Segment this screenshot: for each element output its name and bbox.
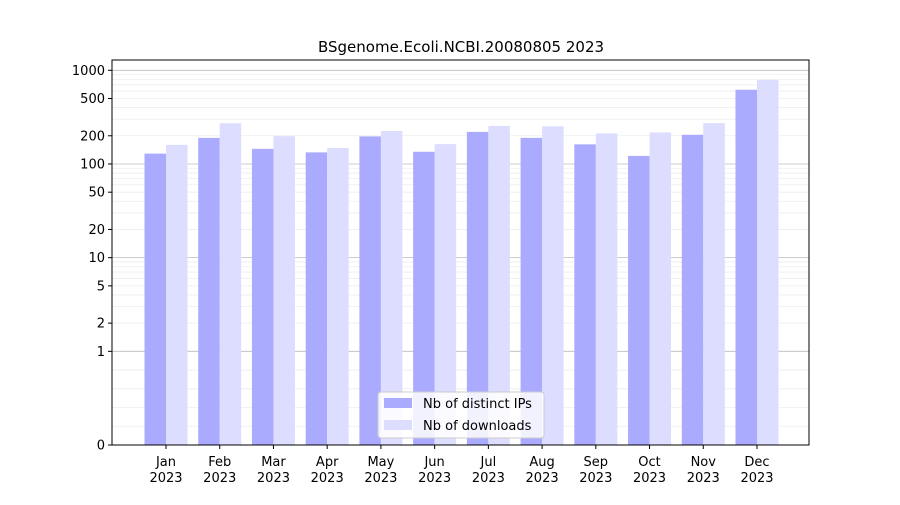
x-tick-label-year: 2023: [526, 471, 559, 486]
legend-swatch-distinct-ips: [384, 398, 412, 408]
bar-distinct-ips: [574, 144, 596, 446]
bar-downloads: [488, 125, 510, 445]
x-tick-label-year: 2023: [203, 471, 236, 486]
y-tick-label: 5: [97, 279, 105, 294]
x-tick-label-year: 2023: [149, 471, 182, 486]
x-tick-label-year: 2023: [418, 471, 451, 486]
x-tick-label-year: 2023: [311, 471, 344, 486]
bar-distinct-ips: [251, 148, 274, 445]
chart-title: BSgenome.Ecoli.NCBI.20080805 2023: [318, 38, 604, 56]
x-tick-label-month: May: [367, 455, 394, 470]
x-axis: Jan2023Feb2023Mar2023Apr2023May2023Jun20…: [149, 445, 774, 486]
bar-downloads: [327, 148, 349, 446]
x-tick-label-year: 2023: [740, 471, 773, 486]
bar-downloads: [219, 123, 242, 445]
bar-distinct-ips: [681, 134, 704, 445]
x-tick-label-month: Jul: [480, 455, 497, 470]
bar-downloads: [166, 144, 188, 446]
bar-downloads: [703, 123, 725, 445]
bar-downloads: [380, 130, 403, 445]
y-tick-label: 200: [80, 129, 105, 144]
bar-downloads: [595, 133, 618, 445]
legend-swatch-downloads: [384, 420, 412, 430]
plot-frame: [111, 59, 810, 446]
bar-distinct-ips: [466, 131, 489, 445]
y-tick-label: 0: [97, 439, 105, 454]
x-tick-label-month: Jun: [423, 455, 444, 470]
x-tick-label-month: Oct: [638, 455, 660, 470]
x-tick-label-year: 2023: [579, 471, 612, 486]
x-tick-label-month: Sep: [584, 455, 609, 470]
y-tick-label: 1: [97, 345, 105, 360]
x-tick-label-year: 2023: [472, 471, 505, 486]
bar-downloads: [649, 132, 672, 446]
y-tick-label: 500: [80, 92, 105, 107]
x-tick-label-year: 2023: [257, 471, 290, 486]
x-tick-label-month: Mar: [261, 455, 286, 470]
x-tick-label-month: Dec: [744, 455, 769, 470]
bar-distinct-ips: [305, 152, 328, 445]
y-axis: 0 1 2 5 10 20 50 100 200 500 1000: [72, 64, 112, 454]
bar-distinct-ips: [628, 155, 650, 445]
x-tick-label-year: 2023: [687, 471, 720, 486]
legend-box: [377, 391, 545, 439]
y-tick-label: 2: [97, 317, 105, 332]
bar-downloads: [542, 126, 564, 445]
bar-distinct-ips: [520, 137, 543, 445]
bar-distinct-ips: [144, 153, 166, 446]
bar-distinct-ips: [359, 136, 381, 445]
bar-downloads: [434, 144, 457, 445]
x-tick-label-year: 2023: [364, 471, 397, 486]
y-tick-label: 20: [88, 223, 105, 238]
x-tick-label-month: Feb: [208, 455, 231, 470]
legend-label-distinct-ips: Nb of distinct IPs: [423, 397, 532, 412]
legend: Nb of distinct IPs Nb of downloads: [377, 391, 545, 439]
x-tick-label-month: Jan: [155, 455, 176, 470]
bar-distinct-ips: [735, 89, 757, 445]
bar-downloads: [273, 136, 295, 445]
bar-downloads: [757, 79, 779, 446]
y-tick-label: 100: [80, 157, 105, 172]
y-tick-label: 10: [88, 251, 105, 266]
bar-distinct-ips: [198, 137, 220, 445]
x-tick-label-year: 2023: [633, 471, 666, 486]
x-tick-label-month: Aug: [529, 455, 554, 470]
y-tick-label: 1000: [72, 64, 105, 79]
bar-distinct-ips: [413, 151, 435, 445]
y-tick-label: 50: [88, 186, 105, 201]
x-tick-label-month: Apr: [316, 455, 339, 470]
legend-label-downloads: Nb of downloads: [423, 419, 532, 434]
x-tick-label-month: Nov: [691, 455, 717, 470]
bars-layer: [144, 79, 779, 446]
